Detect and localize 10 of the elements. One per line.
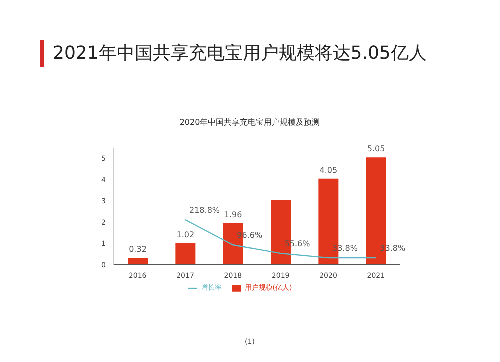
data-label: 4.05 xyxy=(320,166,338,175)
data-label: 1.02 xyxy=(176,230,195,240)
data-label: 218.8% xyxy=(190,206,220,215)
chart-subtitle: 2020年中国共享充电宝用户规模及预测 xyxy=(178,117,322,128)
data-label: 1.96 xyxy=(224,210,242,220)
data-label: 5.05 xyxy=(367,144,386,154)
chart-title: 2021年中国共享充电宝用户规模将达5.05亿人 xyxy=(53,42,427,65)
bar xyxy=(128,258,148,265)
bar xyxy=(176,243,196,265)
data-label: 0.32 xyxy=(129,245,147,254)
